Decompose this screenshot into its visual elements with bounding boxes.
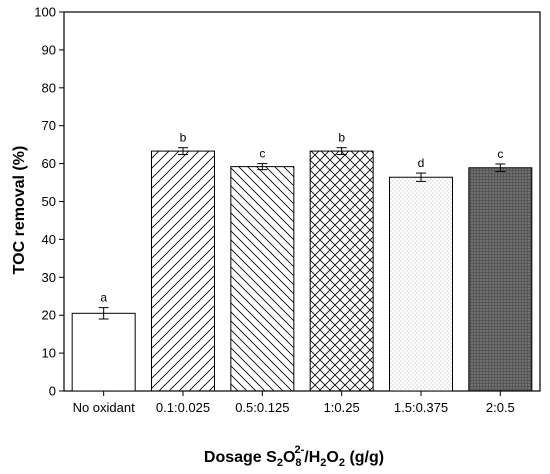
x-axis-title: Dosage S2O82-/H2O2 (g/g) <box>204 444 384 469</box>
y-tick-label: 60 <box>42 156 56 171</box>
x-tick-label: 0.5:0.125 <box>235 400 289 415</box>
y-tick-label: 90 <box>42 42 56 57</box>
y-tick-label: 40 <box>42 232 56 247</box>
significance-letter: b <box>338 131 345 145</box>
bar <box>151 150 215 392</box>
significance-letter: b <box>180 131 187 145</box>
bar <box>71 312 136 392</box>
y-tick-label: 50 <box>42 194 56 209</box>
bar <box>389 176 453 392</box>
x-tick-label: 2:0.5 <box>486 400 515 415</box>
bars-layer <box>71 147 533 392</box>
significance-letter: d <box>418 156 425 170</box>
significance-letter: c <box>259 147 265 161</box>
significance-letter: a <box>100 291 107 305</box>
x-tick-label: 0.1:0.025 <box>156 400 210 415</box>
x-tick-label: No oxidant <box>73 400 136 415</box>
x-tick-label: 1:0.25 <box>324 400 360 415</box>
x-tick-label: 1.5:0.375 <box>394 400 448 415</box>
y-tick-label: 20 <box>42 308 56 323</box>
bar <box>468 167 533 392</box>
y-axis-title: TOC removal (%) <box>11 146 28 275</box>
y-tick-label: 10 <box>42 346 56 361</box>
tick-labels-layer: 0 10 20 30 40 50 60 70 80 90 100 a No oxidant b 0.1:0.… <box>34 5 514 416</box>
bar <box>309 150 374 392</box>
y-tick-label: 100 <box>34 5 56 20</box>
y-tick-label: 30 <box>42 270 56 285</box>
axes-layer <box>59 11 541 396</box>
y-tick-label: 80 <box>42 80 56 95</box>
bar <box>230 166 295 392</box>
y-tick-label: 70 <box>42 118 56 133</box>
significance-letter: c <box>497 147 503 161</box>
y-tick-label: 0 <box>49 384 56 399</box>
